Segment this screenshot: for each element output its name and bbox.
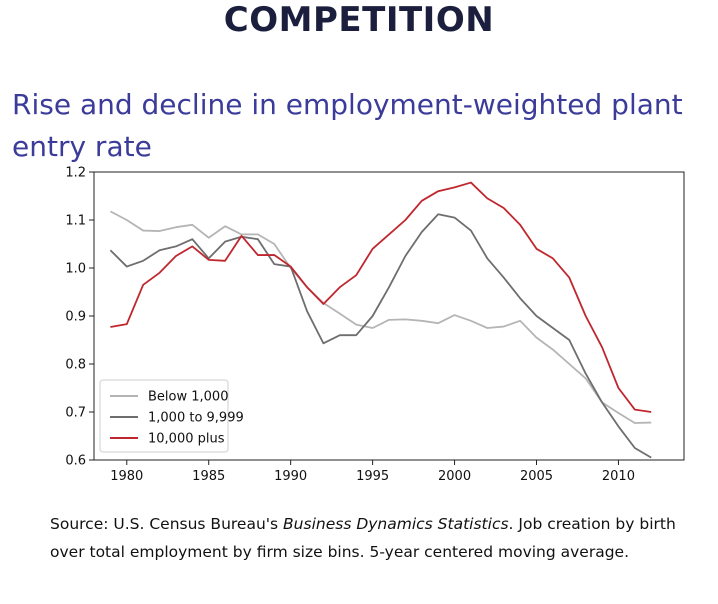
footnote-source-title: Business Dynamics Statistics (283, 515, 509, 533)
y-tick-label: 0.7 (65, 406, 86, 421)
footnote-suffix: . Job creation by birth over total emplo… (50, 515, 676, 561)
y-tick-label: 1.2 (65, 166, 86, 181)
series-line-1 (109, 210, 652, 424)
x-tick-label: 1985 (192, 469, 225, 484)
y-tick-label: 0.8 (65, 358, 86, 373)
x-tick-label: 1980 (110, 469, 143, 484)
x-tick-label: 1990 (274, 469, 307, 484)
x-tick-label: 1995 (356, 469, 389, 484)
series-lines (109, 181, 652, 459)
source-footnote: Source: U.S. Census Bureau's Business Dy… (50, 510, 700, 566)
legend-box (99, 379, 229, 453)
x-tick-label: 2000 (438, 469, 471, 484)
legend-label: Below 1,000 (148, 390, 228, 405)
legend-label: 10,000 plus (148, 432, 225, 447)
legend: Below 1,000 1,000 to 9,999 10,000 plus (99, 379, 244, 453)
footnote-prefix: Source: U.S. Census Bureau's (50, 515, 284, 533)
y-tick-label: 1.1 (65, 214, 86, 229)
slide-title: COMPETITION (223, 0, 495, 40)
line-chart: 0.6 0.7 0.8 0.9 1.0 1.1 1.2 1980 1985 1990 1995 200… (65, 166, 685, 485)
legend-label: 1,000 to 9,999 (148, 411, 244, 426)
axes: 0.6 0.7 0.8 0.9 1.0 1.1 1.2 1980 1985 1990 1995 200… (65, 166, 635, 485)
chart-subtitle: Rise and decline in employment-weighted … (12, 88, 683, 163)
x-tick-label: 2010 (602, 469, 635, 484)
y-tick-label: 0.9 (65, 310, 86, 325)
y-tick-label: 0.6 (65, 454, 86, 469)
series-line-3 (110, 181, 652, 413)
x-tick-label: 2005 (520, 469, 553, 484)
series-line-2 (109, 213, 652, 459)
plot-frame (93, 171, 685, 461)
y-tick-label: 1.0 (65, 262, 86, 277)
